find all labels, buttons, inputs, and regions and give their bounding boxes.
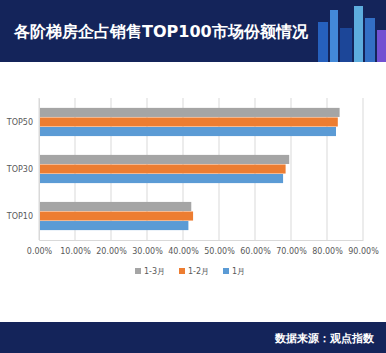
x-tick-label: 90.00% <box>348 247 379 256</box>
x-tick-label: 70.00% <box>276 247 307 256</box>
bar <box>39 174 283 183</box>
y-tick: TOP10 <box>6 212 39 221</box>
legend-item: 1-3月 <box>135 267 165 276</box>
x-tick-label: 80.00% <box>312 247 343 256</box>
bar <box>39 211 193 220</box>
y-axis: TOP50 TOP30 TOP10 <box>6 99 40 241</box>
bar <box>39 117 338 126</box>
x-tick: 30.00% <box>132 240 163 256</box>
legend-item: 1月 <box>223 267 245 276</box>
x-tick: 80.00% <box>312 240 343 256</box>
x-tick: 10.00% <box>60 240 91 256</box>
x-tick: 50.00% <box>204 240 235 256</box>
bar <box>39 155 289 164</box>
y-tick: TOP30 <box>6 165 39 174</box>
x-tick-label: 0.00% <box>27 247 53 256</box>
legend-swatch <box>179 268 185 274</box>
legend-swatch <box>135 268 141 274</box>
decoration-bar <box>340 28 352 62</box>
y-tick-label: TOP30 <box>6 165 33 174</box>
header-banner <box>0 0 386 62</box>
y-tick-label: TOP10 <box>6 212 33 221</box>
x-tick-label: 40.00% <box>168 247 199 256</box>
chart: 各阶梯房企占销售TOP100市场份额情况数据来源：观点指数 0.00% 10.00%… <box>0 0 386 353</box>
x-tick: 20.00% <box>96 240 127 256</box>
y-tick: TOP50 <box>6 118 39 127</box>
y-tick-label: TOP50 <box>6 118 33 127</box>
y-axis-line <box>39 99 40 241</box>
chart-title: 各阶梯房企占销售TOP100市场份额情况 <box>13 22 309 41</box>
grid-line <box>363 98 364 240</box>
legend-item: 1-2月 <box>179 267 209 276</box>
decoration-bar <box>354 6 363 62</box>
x-axis: 0.00% 10.00% 20.00% 30.00% 40.00% 50.00% 60.00… <box>27 240 379 256</box>
legend-label: 1-3月 <box>144 267 165 276</box>
legend-label: 1-2月 <box>188 267 209 276</box>
bar <box>39 221 188 230</box>
legend: 1-3月 1-2月 1月 <box>135 267 245 276</box>
bar <box>39 127 336 136</box>
x-tick: 40.00% <box>168 240 199 256</box>
decoration-bar <box>377 30 386 62</box>
x-tick: 0.00% <box>27 240 53 256</box>
grid-line <box>39 98 40 240</box>
header-decoration <box>318 6 386 62</box>
x-tick: 70.00% <box>276 240 307 256</box>
legend-label: 1月 <box>232 267 245 276</box>
bar <box>39 202 191 211</box>
grid <box>39 98 363 240</box>
x-tick-label: 50.00% <box>204 247 235 256</box>
x-tick-label: 30.00% <box>132 247 163 256</box>
x-tick-label: 10.00% <box>60 247 91 256</box>
decoration-bar <box>330 10 338 62</box>
x-tick-label: 60.00% <box>240 247 271 256</box>
decoration-bar <box>318 22 328 62</box>
footer-banner <box>0 322 386 353</box>
decoration-bar <box>365 18 375 62</box>
x-tick: 90.00% <box>348 240 379 256</box>
bar <box>39 108 340 117</box>
x-tick-label: 20.00% <box>96 247 127 256</box>
legend-swatch <box>223 268 229 274</box>
source-note: 数据来源：观点指数 <box>274 332 375 345</box>
bars <box>39 108 340 230</box>
bar <box>39 164 286 173</box>
x-axis-line <box>40 240 364 241</box>
x-tick: 60.00% <box>240 240 271 256</box>
